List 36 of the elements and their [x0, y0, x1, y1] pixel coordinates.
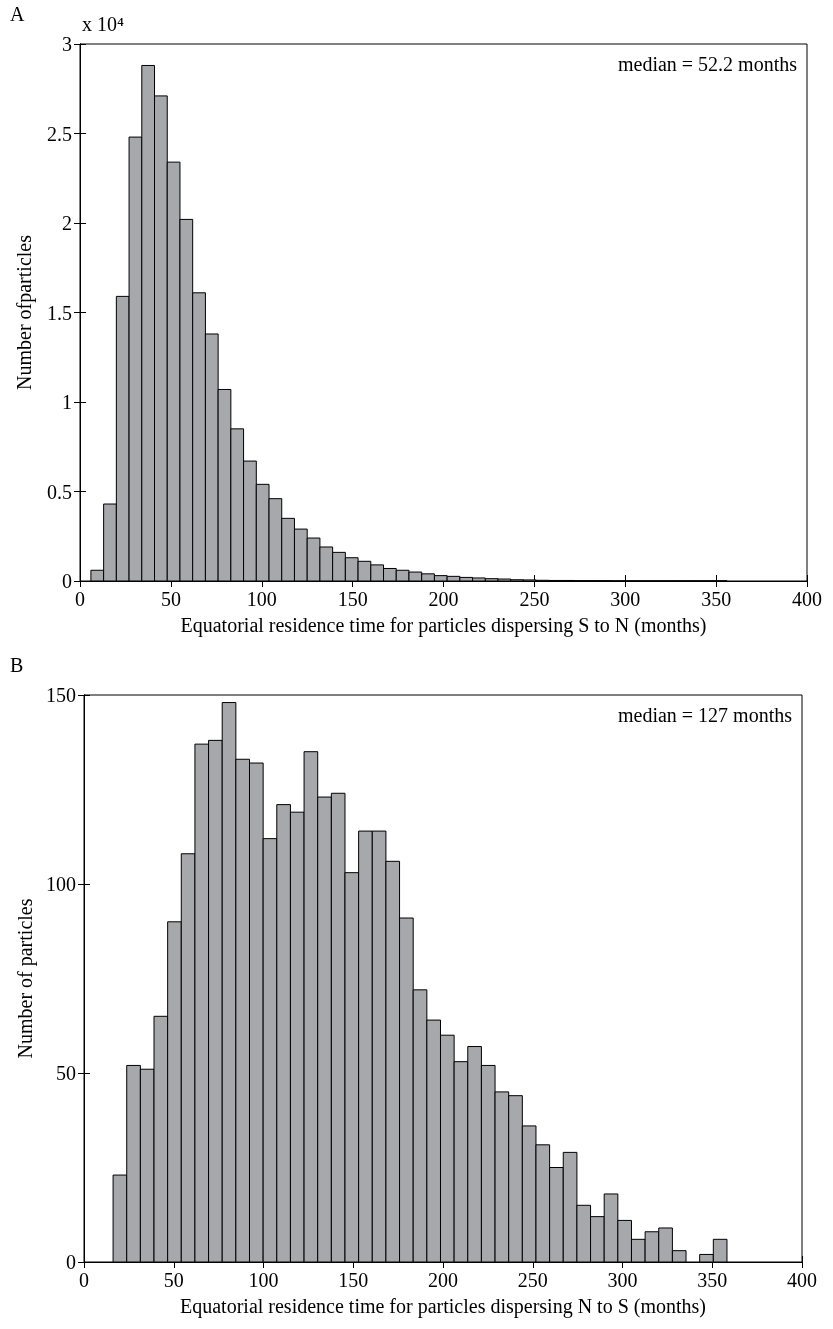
x-axis-title: Equatorial residence time for particles dispersing N to S (months)	[180, 1295, 706, 1318]
y-tick-label: 50	[56, 1062, 76, 1084]
y-tick-label: 1.5	[47, 301, 72, 324]
x-tick-label: 300	[610, 588, 641, 610]
x-tick-label: 100	[248, 1269, 279, 1291]
annotation: median = 52.2 months	[617, 53, 798, 75]
x-tick-label: 350	[701, 588, 732, 610]
x-tick-label: 250	[519, 588, 550, 610]
x-tick-label: 150	[338, 1269, 369, 1291]
y-axis-title: Number of particles	[14, 898, 38, 1059]
text: x 10⁴	[82, 13, 124, 35]
x-axis-title: Equatorial residence time for particles dispersing S to N (months)	[180, 614, 707, 637]
x-tick-label: 50	[163, 1269, 184, 1291]
y-tick-label: 0	[62, 570, 72, 592]
x-tick-label: 300	[607, 1269, 638, 1291]
text: A	[10, 3, 25, 25]
x-tick-label: 200	[428, 1269, 458, 1291]
y-tick-label: 3	[62, 33, 72, 55]
y-tick-label: 2	[62, 212, 72, 234]
x-tick-label: 200	[428, 588, 459, 610]
y-tick-label: 2.5	[47, 122, 72, 145]
x-tick-label: 350	[697, 1269, 728, 1291]
annotation: median = 127 months	[617, 704, 793, 726]
x-tick-label: 100	[246, 588, 277, 610]
text: B	[10, 654, 24, 676]
y-tick-label: 150	[46, 684, 76, 706]
x-tick-label: 150	[337, 588, 368, 610]
y-tick-label: 1	[62, 391, 72, 413]
x-tick-label: 250	[517, 1269, 548, 1291]
x-tick-label: 50	[160, 588, 181, 610]
y-tick-label: 100	[46, 873, 76, 895]
x-tick-label: 400	[792, 588, 822, 610]
y-axis-title: Number ofparticles	[13, 234, 36, 390]
y-tick-label: 0	[66, 1251, 76, 1273]
y-tick-label: 0.5	[47, 480, 72, 503]
x-tick-label: 400	[787, 1269, 817, 1291]
